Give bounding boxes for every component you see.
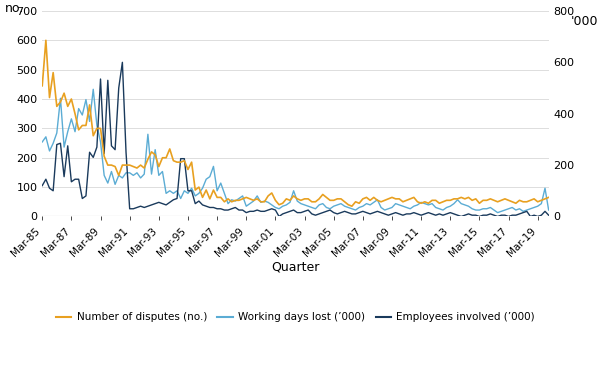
Y-axis label: no.: no.	[5, 2, 24, 15]
X-axis label: Quarter: Quarter	[272, 261, 320, 274]
Legend: Number of disputes (no.), Working days lost (’000), Employees involved (’000): Number of disputes (no.), Working days l…	[52, 308, 539, 326]
Y-axis label: '000: '000	[570, 15, 598, 28]
